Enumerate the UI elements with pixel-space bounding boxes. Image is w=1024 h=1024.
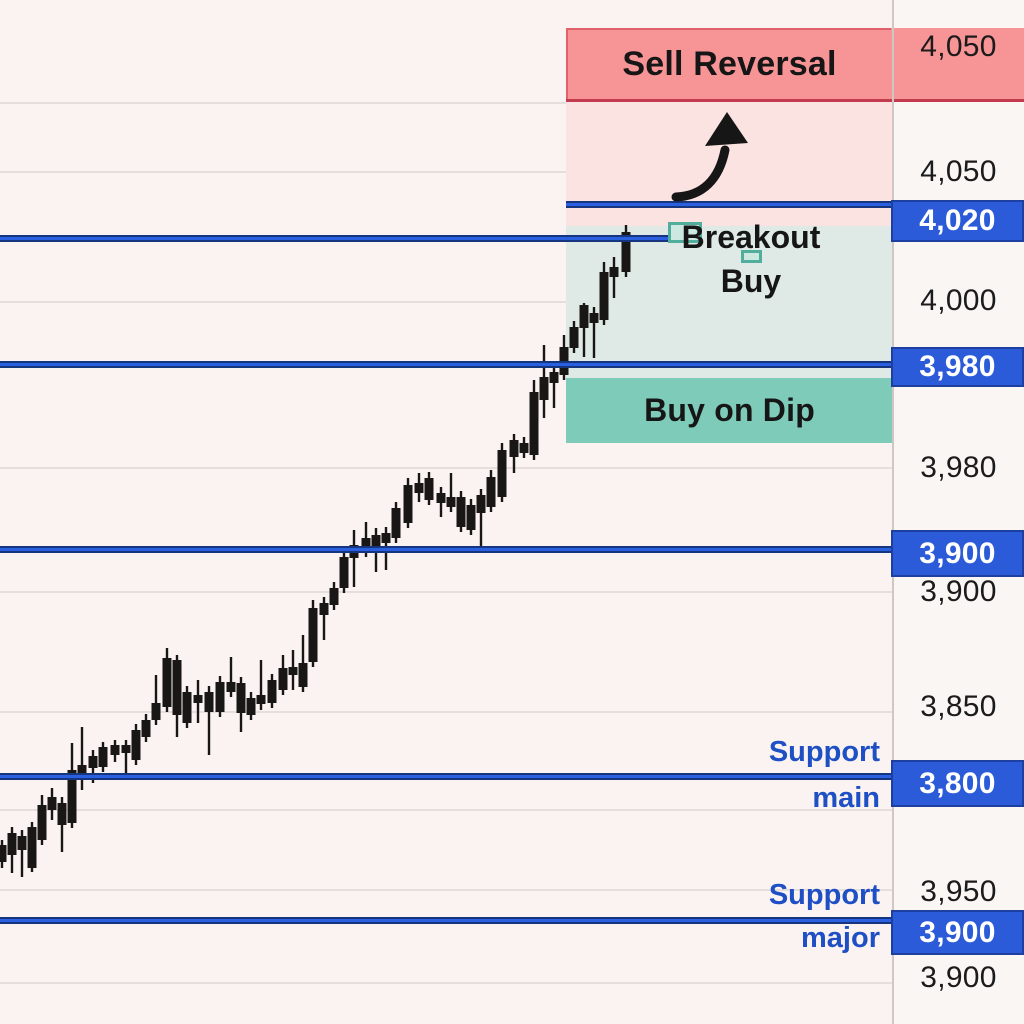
- price-level-line: [0, 773, 893, 780]
- support-main-label: main: [812, 782, 880, 814]
- breakout-buy-label: Breakout Buy: [600, 215, 902, 303]
- price-badge: 3,900: [891, 530, 1024, 577]
- axis-tick-label: 4,050: [920, 30, 997, 63]
- axis-tick-label: 4,000: [920, 284, 997, 317]
- support-major-label: major: [801, 922, 880, 954]
- price-badge: 3,980: [891, 347, 1024, 387]
- price-level-line: [0, 917, 893, 924]
- sell-reversal-band-axis-extension: [891, 28, 1024, 101]
- sell-reversal-band: Sell Reversal: [566, 28, 893, 101]
- support-main-label: Support: [768, 736, 880, 768]
- price-level-line: [0, 361, 893, 368]
- breakout-buy-zone: [566, 226, 893, 378]
- price-level-line: [0, 546, 893, 553]
- sell-reversal-label: Sell Reversal: [622, 45, 837, 83]
- axis-tick-label: 3,950: [920, 875, 997, 908]
- buy-on-dip-band: Buy on Dip: [566, 378, 893, 443]
- axis-tick-label: 3,900: [920, 575, 997, 608]
- gridline: [0, 301, 893, 303]
- gridline: [0, 711, 893, 713]
- price-axis-column: [893, 0, 1024, 1024]
- sell-reversal-band-bottom-border: [566, 99, 1024, 102]
- gridline: [0, 982, 893, 984]
- support-major-label: Support: [768, 879, 880, 911]
- buy-on-dip-label: Buy on Dip: [644, 392, 815, 428]
- gridline: [0, 102, 893, 104]
- axis-tick-label: 3,850: [920, 690, 997, 723]
- gridline: [0, 467, 893, 469]
- highlight-candle: [741, 250, 762, 263]
- price-level-line: [0, 235, 672, 242]
- price-level-line: [566, 201, 893, 208]
- gridline: [0, 171, 893, 173]
- price-badge: 3,900: [891, 910, 1024, 955]
- breakout-buy-line2: Buy: [720, 263, 782, 299]
- breakout-buy-line1: Breakout: [681, 219, 821, 255]
- axis-boundary-line: [892, 0, 894, 1024]
- price-badge: 3,800: [891, 760, 1024, 807]
- axis-tick-label: 3,900: [920, 961, 997, 994]
- gridline: [0, 591, 893, 593]
- axis-tick-label: 3,980: [920, 451, 997, 484]
- highlight-candle: [668, 222, 702, 243]
- price-badge: 4,020: [891, 200, 1024, 242]
- axis-tick-label: 4,050: [920, 155, 997, 188]
- gridline: [0, 809, 893, 811]
- gridline: [0, 889, 893, 891]
